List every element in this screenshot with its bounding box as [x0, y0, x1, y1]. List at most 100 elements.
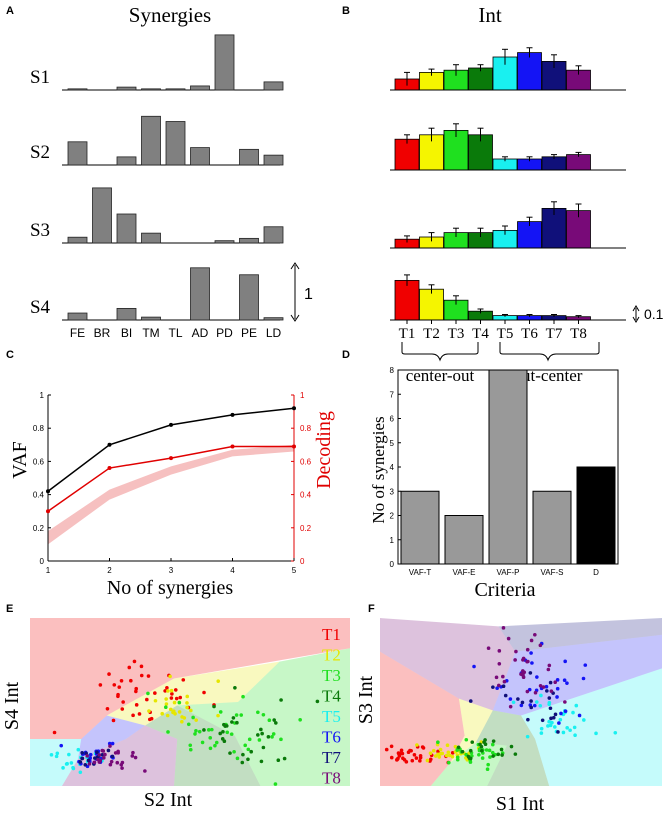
f-point-t3	[481, 756, 485, 760]
e-point-t7	[80, 757, 84, 761]
bar-s2-ad	[191, 148, 210, 165]
e-point-t3	[235, 713, 239, 717]
f-point-t8	[526, 648, 530, 652]
f-point-t7	[502, 684, 506, 688]
e-point-t2	[166, 714, 170, 718]
f-point-t2	[448, 754, 452, 758]
e-point-t2	[168, 675, 172, 679]
e-point-t1	[112, 683, 116, 687]
d-y-tick-label: 1	[390, 536, 395, 545]
f-point-t1	[421, 745, 425, 749]
e-point-t5	[67, 753, 71, 757]
e-point-t7	[80, 751, 84, 755]
f-point-t6	[533, 704, 537, 708]
e-point-t3	[239, 713, 243, 717]
f-point-t7	[529, 699, 533, 703]
panel-a: A Synergies S1S2S3S4FE BR BI TM TL AD PD PE LD 1	[6, 3, 313, 340]
bar-s3-tm	[142, 233, 161, 243]
bar-s3-pd	[215, 241, 234, 243]
f-point-t4	[457, 745, 461, 749]
f-point-t8	[495, 676, 499, 680]
point-vaf	[108, 443, 112, 447]
d-y-tick-label: 6	[390, 415, 395, 424]
f-point-t3	[469, 760, 473, 764]
e-point-t5	[79, 770, 83, 774]
f-point-t5	[573, 726, 577, 730]
c-left-tick-label: 0.2	[33, 524, 45, 533]
e-point-t3	[248, 738, 252, 742]
point-vaf	[46, 489, 50, 493]
legend-t5: T5	[322, 707, 341, 726]
d-y-tick-label: 4	[390, 463, 395, 472]
target-label-t6: T6	[521, 326, 538, 342]
legend-t2: T2	[322, 646, 341, 665]
bar-s4-ad	[191, 268, 210, 320]
e-point-t5	[76, 748, 80, 752]
d-x-tick-label-vaf-e: VAF-E	[453, 568, 476, 577]
f-point-t8	[522, 657, 526, 661]
f-point-t8	[539, 684, 543, 688]
target-label-t3: T3	[448, 326, 465, 342]
e-point-t3	[246, 748, 250, 752]
e-point-t4	[267, 735, 271, 739]
e-point-t4	[274, 721, 278, 725]
c-x-tick-label: 3	[169, 566, 174, 575]
f-ylabel: S3 Int	[355, 675, 377, 724]
f-point-t8	[498, 662, 502, 666]
e-point-t2	[185, 701, 189, 705]
d-y-tick-label: 7	[390, 390, 395, 399]
f-point-t8	[487, 646, 491, 650]
e-point-t3	[209, 746, 213, 750]
e-point-t3	[166, 730, 170, 734]
e-point-t1	[112, 719, 116, 723]
legend-t6: T6	[322, 728, 341, 747]
f-point-t6	[563, 660, 567, 664]
e-point-t8	[115, 761, 119, 765]
f-point-t5	[540, 727, 544, 731]
bar-s1-pd	[215, 35, 234, 90]
c-ylabel-decoding: Decoding	[313, 411, 335, 489]
f-point-t7	[491, 685, 495, 689]
e-point-t6	[89, 753, 93, 757]
f-point-t4	[510, 745, 514, 749]
f-point-t5	[553, 725, 557, 729]
f-point-t5	[548, 701, 552, 705]
f-point-t3	[456, 755, 460, 759]
f-point-t6	[583, 663, 587, 667]
point-decoding	[46, 509, 50, 513]
f-point-t5	[550, 721, 554, 725]
e-point-t3	[225, 730, 229, 734]
f-point-t4	[468, 756, 472, 760]
f-point-t1	[409, 749, 413, 753]
e-point-t8	[130, 754, 134, 758]
e-point-t1	[178, 696, 182, 700]
e-point-t8	[134, 756, 138, 760]
panel-b: B Int T1 T2 T3 T4 T5 T6 T7 T8 center-out out-ce…	[342, 3, 664, 385]
e-point-t8	[98, 753, 102, 757]
e-point-t3	[208, 736, 212, 740]
e-point-t3	[232, 750, 236, 754]
bar-s2-tm	[142, 116, 161, 165]
f-point-t5	[559, 718, 563, 722]
e-point-t4	[235, 721, 239, 725]
f-point-t5	[540, 731, 544, 735]
panel-letter-a: A	[6, 5, 14, 17]
f-point-t3	[465, 738, 469, 742]
f-point-t4	[480, 745, 484, 749]
e-point-t3	[279, 738, 283, 742]
panel-letter-d: D	[342, 349, 350, 361]
c-x-tick-label: 5	[292, 566, 297, 575]
bar-s3-fe	[68, 237, 87, 243]
muscle-label-ld: LD	[266, 326, 282, 340]
f-point-t3	[491, 751, 495, 755]
f-point-t6	[565, 681, 569, 685]
e-point-t8	[103, 753, 107, 757]
e-point-t1	[121, 700, 125, 704]
f-point-t8	[563, 700, 567, 704]
e-ylabel: S4 Int	[1, 681, 23, 730]
e-point-t2	[147, 709, 151, 713]
muscle-label-pe: PE	[241, 326, 257, 340]
f-point-t5	[538, 704, 542, 708]
e-point-t2	[178, 710, 182, 714]
legend-t7: T7	[322, 748, 341, 767]
